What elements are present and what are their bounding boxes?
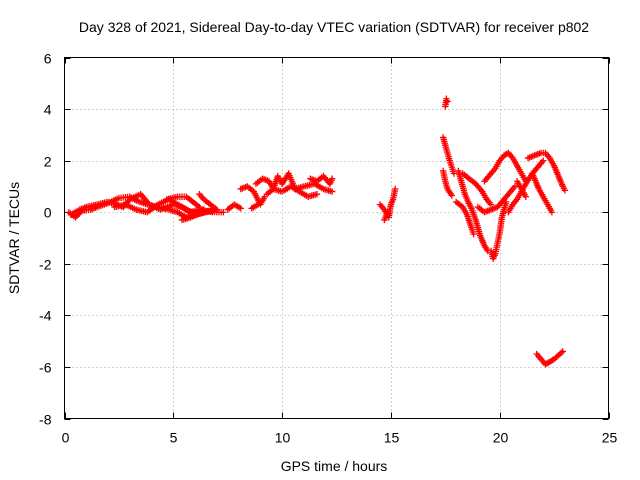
data-point — [328, 188, 336, 195]
x-tick-label: 10 — [275, 430, 291, 446]
x-tick-label: 5 — [170, 430, 178, 446]
data-point — [254, 201, 262, 208]
plot-frame — [64, 57, 609, 419]
chart-title: Day 328 of 2021, Sidereal Day-to-day VTE… — [79, 19, 589, 35]
data-point — [559, 348, 567, 355]
x-tick-label: 0 — [62, 430, 70, 446]
data-point — [220, 209, 227, 216]
x-tick-label: 20 — [493, 430, 509, 446]
data-point — [237, 205, 244, 212]
data-point — [384, 209, 391, 216]
y-tick-label: 6 — [44, 51, 52, 67]
data-point — [561, 187, 569, 194]
data-point — [470, 230, 477, 238]
data-point — [444, 98, 451, 105]
data-point — [196, 203, 203, 211]
data-point — [392, 185, 399, 193]
data-point — [503, 150, 511, 157]
data-point — [548, 209, 556, 216]
data-point — [522, 193, 530, 200]
y-axis-label: SDTVAR / TECUs — [6, 182, 22, 294]
data-point — [313, 190, 321, 198]
y-tick-label: -2 — [39, 257, 52, 273]
y-tick-label: -6 — [39, 360, 52, 376]
data-point — [540, 157, 547, 164]
y-tick-label: 4 — [44, 102, 52, 118]
y-tick-label: -8 — [39, 412, 52, 428]
data-point — [558, 349, 565, 356]
y-tick-label: -4 — [39, 308, 52, 324]
data-point — [503, 198, 510, 206]
data-point — [328, 175, 336, 182]
data-points — [65, 95, 569, 368]
axis-ticks: 0 5 10 15 20 25 -8 -6 -4 -2 0 2 4 6 — [39, 51, 617, 446]
grid — [64, 57, 609, 419]
data-point — [448, 192, 456, 199]
y-tick-label: 2 — [44, 154, 52, 170]
data-point — [213, 206, 221, 213]
x-axis-label: GPS time / hours — [281, 458, 388, 474]
x-tick-label: 15 — [384, 430, 400, 446]
y-tick-label: 0 — [44, 205, 52, 221]
data-point — [511, 183, 519, 190]
x-tick-label: 25 — [602, 430, 618, 446]
